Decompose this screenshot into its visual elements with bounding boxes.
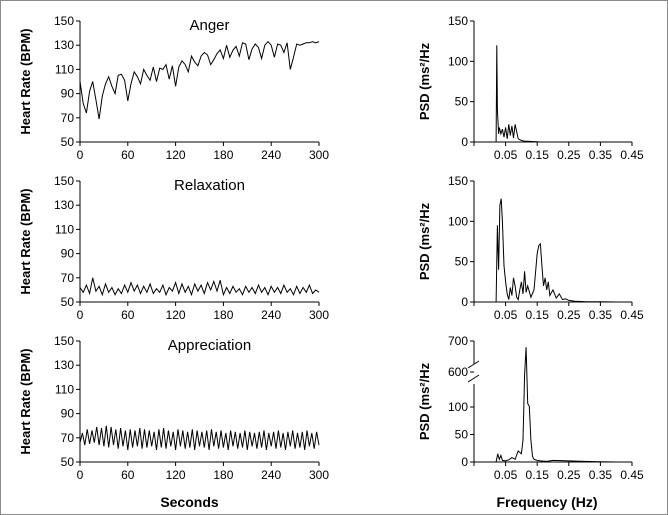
panel-2: 0 50 100 150 0.05 0.15 0.25 0.35 0.45 PSD (ms²/Hz	[417, 14, 644, 162]
x-tick-label: 60	[121, 148, 135, 162]
series-line-1	[79, 277, 320, 297]
panel-title: Anger	[189, 17, 229, 34]
y-tick-label: 0	[461, 135, 468, 149]
x-tick-label: 300	[309, 148, 329, 162]
y-tick-label: 130	[54, 358, 74, 372]
y-axis-label: Heart Rate (BPM)	[18, 348, 33, 454]
x-tick-label: 0	[77, 308, 84, 322]
y-axis-label: Heart Rate (BPM)	[18, 188, 33, 294]
y-tick-label: 110	[55, 62, 74, 76]
y-axis-label: PSD (ms²/Hz	[417, 202, 432, 280]
x-tick-label: 0.25	[557, 148, 581, 162]
series-line-1	[495, 198, 617, 303]
y-tick-label: 90	[61, 247, 75, 261]
x-axis-label: Seconds	[160, 494, 219, 510]
y-tick-label: 50	[61, 455, 75, 469]
x-tick-label: 0.45	[620, 308, 644, 322]
x-tick-label: 60	[121, 308, 135, 322]
panel-6: 0 50 100 600 700 0.05 0.15 0.25 0.35 0.45 PSD (ms²…	[417, 334, 644, 510]
series-line-1	[79, 425, 320, 450]
y-tick-label: 50	[61, 295, 75, 309]
panel-1: 50 70 90 110 130 150 0 60 120 180 240 300 Anger Heart…	[18, 14, 329, 162]
x-tick-label: 120	[166, 148, 186, 162]
y-tick-label: 100	[448, 214, 468, 228]
x-tick-label: 120	[166, 468, 186, 482]
x-tick-label: 0.05	[494, 148, 518, 162]
x-tick-label: 0	[77, 468, 84, 482]
y-tick-label: 0	[461, 295, 468, 309]
y-tick-label: 50	[455, 95, 469, 109]
y-tick-label: 150	[54, 334, 74, 348]
y-tick-label: 100	[448, 54, 468, 68]
y-tick-label: 600	[448, 365, 468, 379]
y-tick-label: 70	[61, 111, 75, 125]
x-tick-label: 0.05	[494, 308, 518, 322]
y-axis-label: PSD (ms²/Hz	[417, 362, 432, 440]
x-tick-label: 0	[77, 148, 84, 162]
x-tick-label: 0.25	[557, 308, 581, 322]
x-tick-label: 0.35	[589, 148, 613, 162]
x-tick-label: 0.45	[620, 148, 644, 162]
axis-break-mark	[467, 374, 480, 383]
y-tick-label: 70	[61, 271, 75, 285]
x-tick-label: 0.35	[589, 308, 613, 322]
y-tick-label: 0	[461, 455, 468, 469]
panel-title: Relaxation	[174, 177, 245, 194]
y-tick-label: 100	[448, 400, 468, 414]
x-tick-label: 0.15	[526, 148, 550, 162]
x-tick-label: 0.35	[589, 468, 613, 482]
x-tick-label: 240	[261, 468, 281, 482]
y-tick-label: 700	[448, 334, 468, 348]
x-tick-label: 300	[309, 468, 329, 482]
y-tick-label: 130	[54, 38, 74, 52]
x-axis-label: Frequency (Hz)	[496, 494, 597, 510]
y-axis-label: Heart Rate (BPM)	[18, 28, 33, 134]
panel-4: 0 50 100 150 0.05 0.15 0.25 0.35 0.45 PSD (ms²/Hz	[417, 174, 644, 322]
y-tick-label: 70	[61, 431, 75, 445]
panel-5: 50 70 90 110 130 150 0 60 120 180 240 300 Appreciati…	[18, 334, 329, 510]
x-tick-label: 0.15	[526, 308, 550, 322]
y-tick-label: 50	[455, 428, 469, 442]
y-tick-label: 50	[61, 135, 75, 149]
x-tick-label: 180	[213, 308, 233, 322]
series-line-1	[79, 40, 320, 120]
y-tick-label: 150	[54, 14, 74, 28]
x-tick-label: 0.15	[526, 468, 550, 482]
x-tick-label: 180	[213, 468, 233, 482]
x-tick-label: 240	[261, 148, 281, 162]
x-tick-label: 60	[121, 468, 135, 482]
y-tick-label: 50	[455, 255, 469, 269]
panel-title: Appreciation	[168, 337, 251, 354]
x-tick-label: 180	[213, 148, 233, 162]
x-tick-label: 0.45	[620, 468, 644, 482]
x-tick-label: 120	[166, 308, 186, 322]
y-tick-label: 110	[55, 222, 74, 236]
x-tick-label: 0.25	[557, 468, 581, 482]
series-line-1	[495, 347, 617, 463]
series-line-1	[495, 45, 541, 143]
y-tick-label: 90	[61, 87, 75, 101]
y-tick-label: 90	[61, 407, 75, 421]
y-tick-label: 150	[448, 14, 468, 28]
y-tick-label: 130	[54, 198, 74, 212]
y-axis-label: PSD (ms²/Hz	[417, 42, 432, 120]
axis-break-mark	[467, 360, 480, 369]
x-tick-label: 0.05	[494, 468, 518, 482]
x-tick-label: 240	[261, 308, 281, 322]
panel-3: 50 70 90 110 130 150 0 60 120 180 240 300 Relaxation…	[18, 174, 329, 322]
y-tick-label: 110	[55, 382, 74, 396]
y-tick-label: 150	[448, 174, 468, 188]
x-tick-label: 300	[309, 308, 329, 322]
y-tick-label: 150	[54, 174, 74, 188]
